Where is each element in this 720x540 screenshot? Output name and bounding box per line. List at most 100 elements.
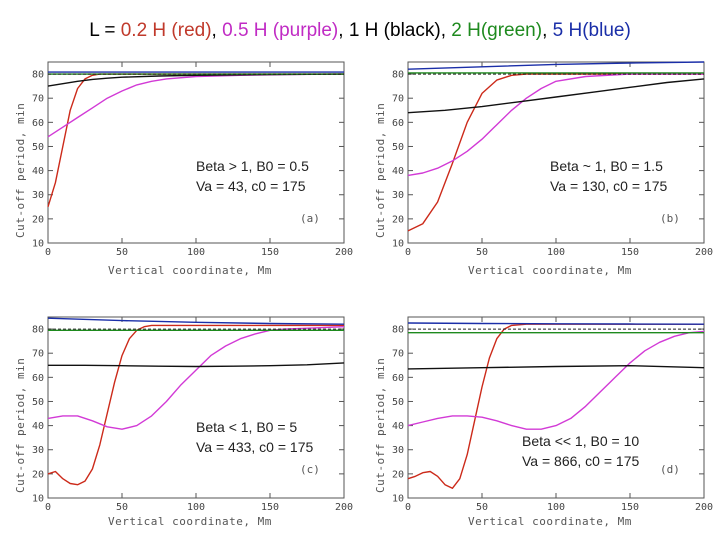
y-tick-label: 40 (392, 166, 404, 177)
y-tick-label: 40 (32, 421, 44, 432)
y-tick-label: 70 (392, 349, 404, 360)
chart-panel-d: 10 20 30 40 50 60 70 80 0 50 100 150 200 Cut-off per… (368, 305, 720, 533)
y-tick-label: 60 (32, 118, 44, 129)
y-tick-label: 70 (392, 94, 404, 105)
x-tick-label: 0 (405, 502, 411, 513)
y-tick-label: 50 (32, 397, 44, 408)
y-axis-label: Cut-off period, min (14, 102, 27, 238)
x-tick-label: 150 (261, 247, 279, 258)
x-tick-label: 200 (695, 247, 713, 258)
y-tick-label: 80 (32, 70, 44, 81)
x-tick-label: 200 (695, 502, 713, 513)
chart-panel-c: 10 20 30 40 50 60 70 80 0 50 100 150 200 Cut-off per… (8, 305, 360, 533)
title-separator: , (440, 20, 452, 41)
x-tick-label: 100 (187, 502, 205, 513)
chart-panel-b: 10 20 30 40 50 60 70 80 0 50 100 150 200 Cut-off per… (368, 50, 720, 278)
y-tick-label: 40 (392, 421, 404, 432)
title-series-3: 2 H(green) (451, 20, 543, 41)
annotation-line-1: Beta < 1, B0 = 5 (196, 419, 298, 435)
x-axis-label: Vertical coordinate, Mm (468, 264, 632, 277)
y-tick-label: 70 (32, 94, 44, 105)
y-tick-label: 80 (392, 70, 404, 81)
panel-tag: (c) (300, 463, 320, 476)
series-line-1h (48, 362, 345, 368)
title-series-0: 0.2 H (red) (120, 20, 212, 41)
annotation-line-2: Va = 433, c0 = 175 (196, 439, 314, 455)
x-tick-label: 50 (116, 247, 128, 258)
x-axis-label: Vertical coordinate, Mm (108, 515, 272, 528)
chart-c-svg: 10 20 30 40 50 60 70 80 0 50 100 150 200 (32, 316, 353, 513)
annotation-line-2: Va = 43, c0 = 175 (196, 178, 306, 194)
title-separator: , (211, 20, 223, 41)
panel-annotation: Beta ~ 1, B0 = 1.5 Va = 130, c0 = 175 (550, 156, 667, 196)
panel-annotation: Beta < 1, B0 = 5 Va = 433, c0 = 175 (196, 417, 313, 457)
y-tick-label: 60 (392, 118, 404, 129)
series-line-0.2h (47, 324, 344, 486)
y-tick-label: 50 (392, 397, 404, 408)
y-tick-label: 30 (32, 445, 44, 456)
y-tick-label: 20 (392, 214, 404, 225)
x-axis-label: Vertical coordinate, Mm (468, 515, 632, 528)
series-line-0.5h (407, 330, 705, 430)
panel-tag: (d) (660, 463, 680, 476)
y-tick-label: 20 (32, 214, 44, 225)
y-tick-label: 30 (392, 445, 404, 456)
y-tick-label: 10 (32, 239, 44, 250)
series-line-5h (407, 61, 705, 70)
y-tick-label: 40 (32, 166, 44, 177)
title-separator: , (542, 20, 553, 41)
x-tick-label: 150 (621, 502, 639, 513)
y-tick-label: 30 (392, 190, 404, 201)
y-tick-label: 50 (392, 142, 404, 153)
x-tick-label: 50 (476, 247, 488, 258)
x-tick-label: 0 (45, 502, 51, 513)
plot-frame (407, 61, 705, 244)
y-tick-label: 20 (32, 469, 44, 480)
annotation-line-1: Beta > 1, B0 = 0.5 (196, 158, 309, 174)
x-tick-label: 0 (405, 247, 411, 258)
title-series-4: 5 H(blue) (552, 20, 631, 41)
series-line-5h (407, 322, 705, 325)
series-line-0.5h (407, 73, 704, 177)
x-tick-label: 50 (476, 502, 488, 513)
title-series-2: 1 H (black) (348, 20, 441, 41)
y-tick-label: 60 (32, 373, 44, 384)
y-tick-label: 30 (32, 190, 44, 201)
x-tick-label: 150 (261, 502, 279, 513)
y-tick-label: 20 (392, 469, 404, 480)
x-axis-label: Vertical coordinate, Mm (108, 264, 272, 277)
title-prefix: L = (89, 20, 121, 41)
annotation-line-2: Va = 866, c0 = 175 (522, 453, 640, 469)
y-tick-label: 60 (392, 373, 404, 384)
y-axis-label: Cut-off period, min (374, 102, 387, 238)
chart-a-svg: 10 20 30 40 50 60 70 80 0 50 100 150 200 (32, 61, 353, 258)
x-tick-label: 100 (187, 247, 205, 258)
y-tick-label: 10 (392, 239, 404, 250)
figure-title: L = 0.2 H (red), 0.5 H (purple), 1 H (bl… (0, 20, 720, 42)
chart-panel-a: 10 20 30 40 50 60 70 80 0 50 100 150 200 Cut-off per… (8, 50, 360, 278)
panel-annotation: Beta << 1, B0 = 10 Va = 866, c0 = 175 (522, 431, 639, 471)
x-tick-label: 150 (621, 247, 639, 258)
chart-b-svg: 10 20 30 40 50 60 70 80 0 50 100 150 200 (392, 61, 713, 258)
series-line-1h (47, 73, 345, 87)
y-axis-label: Cut-off period, min (374, 357, 387, 493)
y-tick-label: 80 (392, 325, 404, 336)
y-tick-label: 50 (32, 142, 44, 153)
series-line-1h (407, 365, 705, 370)
x-tick-label: 100 (547, 247, 565, 258)
title-separator: , (338, 20, 349, 41)
panel-tag: (b) (660, 212, 680, 225)
plot-frame (47, 316, 345, 499)
plot-frame (407, 316, 705, 499)
y-tick-label: 80 (32, 325, 44, 336)
panel-tag: (a) (300, 212, 320, 225)
chart-d-svg: 10 20 30 40 50 60 70 80 0 50 100 150 200 (392, 316, 713, 513)
y-tick-label: 10 (392, 494, 404, 505)
x-tick-label: 0 (45, 247, 51, 258)
annotation-line-2: Va = 130, c0 = 175 (550, 178, 668, 194)
x-tick-label: 100 (547, 502, 565, 513)
plot-frame (47, 61, 345, 244)
panel-annotation: Beta > 1, B0 = 0.5 Va = 43, c0 = 175 (196, 156, 309, 196)
annotation-line-1: Beta ~ 1, B0 = 1.5 (550, 158, 663, 174)
annotation-line-1: Beta << 1, B0 = 10 (522, 433, 640, 449)
